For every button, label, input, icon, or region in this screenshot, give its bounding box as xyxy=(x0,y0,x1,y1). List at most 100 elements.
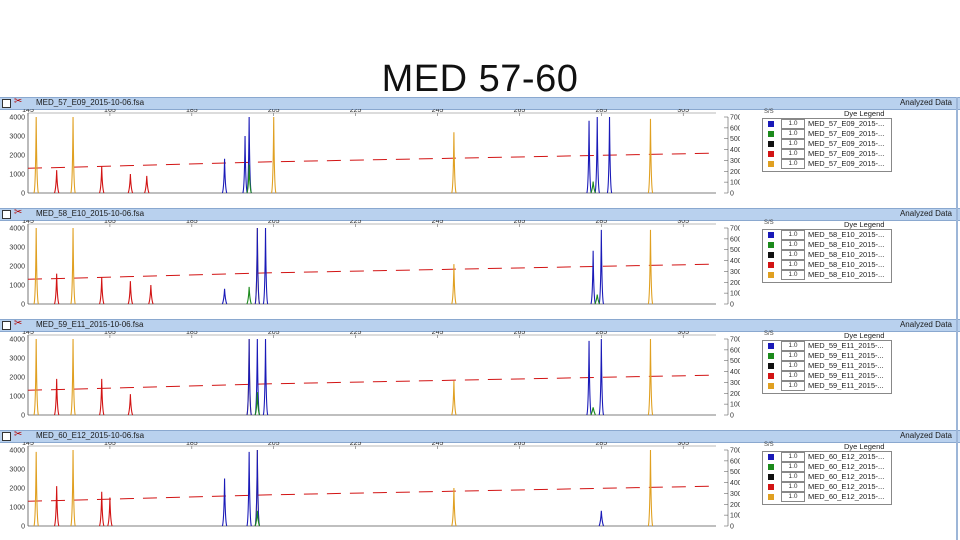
legend-row[interactable]: 1.0 MED_57_E09_2015-... xyxy=(764,129,900,139)
dye-swatch xyxy=(768,141,774,147)
right-y-tick-label: 2000 xyxy=(730,502,740,509)
orange-peak xyxy=(270,116,277,194)
legend-row[interactable]: 1.0 MED_57_E09_2015-... xyxy=(764,119,900,129)
y-tick-label: 1000 xyxy=(9,172,25,179)
legend-row[interactable]: 1.0 MED_59_E11_2015-... xyxy=(764,371,900,381)
dye-swatch xyxy=(768,474,774,480)
x-tick-label: 245 xyxy=(432,442,444,447)
legend-sample-name: MED_58_E10_2015-... xyxy=(808,270,885,279)
dye-scale-field[interactable]: 1.0 xyxy=(781,452,805,462)
panel-header: ✂ MED_60_E12_2015-10-06.fsa Analyzed Data xyxy=(0,429,960,443)
legend-row[interactable]: 1.0 MED_59_E11_2015-... xyxy=(764,351,900,361)
scissors-icon[interactable]: ✂ xyxy=(14,318,23,329)
dye-scale-field[interactable]: 1.0 xyxy=(781,270,805,280)
legend-row[interactable]: 1.0 MED_60_E12_2015-... xyxy=(764,492,900,502)
legend-row[interactable]: 1.0 MED_58_E10_2015-... xyxy=(764,240,900,250)
dye-swatch xyxy=(768,464,774,470)
blue-peak xyxy=(598,510,605,527)
orange-peak xyxy=(451,487,457,527)
dye-scale-field[interactable]: 1.0 xyxy=(781,351,805,361)
right-y-tick-label: 2000 xyxy=(730,169,740,176)
legend-row[interactable]: 1.0 MED_58_E10_2015-... xyxy=(764,260,900,270)
select-checkbox[interactable] xyxy=(2,99,11,108)
dye-scale-field[interactable]: 1.0 xyxy=(781,472,805,482)
legend-sample-name: MED_57_E09_2015-... xyxy=(808,149,885,158)
legend-row[interactable]: 1.0 MED_58_E10_2015-... xyxy=(764,270,900,280)
dye-scale-field[interactable]: 1.0 xyxy=(781,361,805,371)
dye-scale-field[interactable]: 1.0 xyxy=(781,371,805,381)
orange-peak xyxy=(451,132,457,194)
legend-row[interactable]: 1.0 MED_60_E12_2015-... xyxy=(764,472,900,482)
dye-scale-field[interactable]: 1.0 xyxy=(781,462,805,472)
trace-panel: ✂ MED_60_E12_2015-10-06.fsa Analyzed Data 1… xyxy=(0,429,960,540)
x-tick-label: 205 xyxy=(268,109,280,114)
legend-row[interactable]: 1.0 MED_60_E12_2015-... xyxy=(764,462,900,472)
dye-scale-field[interactable]: 1.0 xyxy=(781,492,805,502)
dye-legend: S/S Dye Legend 1.0 MED_60_E12_2015-... 1.0 ME… xyxy=(762,442,902,528)
select-checkbox[interactable] xyxy=(2,210,11,219)
blue-peak xyxy=(606,116,613,194)
right-y-tick-label: 7000 xyxy=(730,448,740,455)
trace-panel: ✂ MED_58_E10_2015-10-06.fsa Analyzed Data 1… xyxy=(0,207,960,318)
dye-scale-field[interactable]: 1.0 xyxy=(781,119,805,129)
blue-peak xyxy=(590,250,596,305)
select-checkbox[interactable] xyxy=(2,321,11,330)
legend-sample-name: MED_60_E12_2015-... xyxy=(808,462,885,471)
right-y-tick-label: 4000 xyxy=(730,369,740,376)
legend-row[interactable]: 1.0 MED_57_E09_2015-... xyxy=(764,149,900,159)
sample-filename: MED_58_E10_2015-10-06.fsa xyxy=(36,209,145,218)
blue-peak xyxy=(598,338,605,416)
dye-scale-field[interactable]: 1.0 xyxy=(781,482,805,492)
legend-row[interactable]: 1.0 MED_59_E11_2015-... xyxy=(764,341,900,351)
electropherogram-plot: 145 165 185 205 225 245 265 285 305 0 1000 2000 3000… xyxy=(0,107,745,198)
legend-sample-name: MED_59_E11_2015-... xyxy=(808,361,884,370)
red-peak xyxy=(98,277,105,305)
dye-legend: S/S Dye Legend 1.0 MED_59_E11_2015-... 1.0 ME… xyxy=(762,331,902,417)
sample-filename: MED_57_E09_2015-10-06.fsa xyxy=(36,98,145,107)
y-tick-label: 1000 xyxy=(9,505,25,512)
dye-scale-field[interactable]: 1.0 xyxy=(781,129,805,139)
y-tick-label: 0 xyxy=(21,524,25,531)
blue-peak xyxy=(246,451,252,527)
x-tick-label: 145 xyxy=(22,442,34,447)
legend-row[interactable]: 1.0 MED_57_E09_2015-... xyxy=(764,159,900,169)
x-tick-label: 305 xyxy=(677,220,689,225)
dye-scale-field[interactable]: 1.0 xyxy=(781,149,805,159)
dye-scale-field[interactable]: 1.0 xyxy=(781,139,805,149)
right-y-tick-label: 6000 xyxy=(730,125,740,132)
legend-row[interactable]: 1.0 MED_60_E12_2015-... xyxy=(764,452,900,462)
dye-legend: S/S Dye Legend 1.0 MED_57_E09_2015-... 1.0 ME… xyxy=(762,109,902,195)
dye-swatch xyxy=(768,363,774,369)
scissors-icon[interactable]: ✂ xyxy=(14,207,23,218)
right-y-tick-label: 3000 xyxy=(730,491,740,498)
dye-scale-field[interactable]: 1.0 xyxy=(781,341,805,351)
right-y-tick-label: 2000 xyxy=(730,391,740,398)
orange-peak xyxy=(647,229,654,305)
x-tick-label: 145 xyxy=(22,109,34,114)
dye-scale-field[interactable]: 1.0 xyxy=(781,260,805,270)
dye-scale-field[interactable]: 1.0 xyxy=(781,250,805,260)
x-tick-label: 225 xyxy=(350,109,362,114)
legend-sample-name: MED_60_E12_2015-... xyxy=(808,452,885,461)
green-peak xyxy=(590,407,596,416)
dye-scale-field[interactable]: 1.0 xyxy=(781,381,805,391)
scissors-icon[interactable]: ✂ xyxy=(14,429,23,440)
legend-row[interactable]: 1.0 MED_58_E10_2015-... xyxy=(764,250,900,260)
right-y-tick-label: 1000 xyxy=(730,291,740,298)
dye-scale-field[interactable]: 1.0 xyxy=(781,240,805,250)
dye-swatch xyxy=(768,252,774,258)
dye-scale-field[interactable]: 1.0 xyxy=(781,159,805,169)
scissors-icon[interactable]: ✂ xyxy=(14,96,23,107)
legend-row[interactable]: 1.0 MED_59_E11_2015-... xyxy=(764,361,900,371)
x-tick-label: 305 xyxy=(677,442,689,447)
legend-row[interactable]: 1.0 MED_60_E12_2015-... xyxy=(764,482,900,492)
blue-peak xyxy=(221,288,228,305)
dye-scale-field[interactable]: 1.0 xyxy=(781,230,805,240)
select-checkbox[interactable] xyxy=(2,432,11,441)
legend-row[interactable]: 1.0 MED_58_E10_2015-... xyxy=(764,230,900,240)
legend-sample-name: MED_59_E11_2015-... xyxy=(808,381,884,390)
legend-row[interactable]: 1.0 MED_59_E11_2015-... xyxy=(764,381,900,391)
legend-row[interactable]: 1.0 MED_57_E09_2015-... xyxy=(764,139,900,149)
dye-swatch xyxy=(768,232,774,238)
x-tick-label: 185 xyxy=(186,109,198,114)
